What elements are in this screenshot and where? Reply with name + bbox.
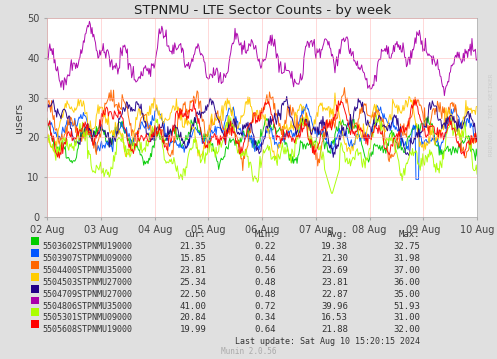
Text: 5504709STPNMU27000: 5504709STPNMU27000 (43, 290, 133, 299)
Text: 5505608STPNMU19000: 5505608STPNMU19000 (43, 325, 133, 334)
Text: 0.48: 0.48 (254, 278, 276, 287)
Text: 22.50: 22.50 (179, 290, 206, 299)
Text: 35.00: 35.00 (393, 290, 420, 299)
Text: 19.99: 19.99 (179, 325, 206, 334)
Text: 41.00: 41.00 (179, 302, 206, 311)
Text: 21.88: 21.88 (321, 325, 348, 334)
Text: 23.81: 23.81 (179, 266, 206, 275)
Text: 0.48: 0.48 (254, 290, 276, 299)
Text: Min:: Min: (254, 230, 276, 239)
Title: STPNMU - LTE Sector Counts - by week: STPNMU - LTE Sector Counts - by week (134, 4, 391, 17)
Text: 32.75: 32.75 (393, 242, 420, 251)
Text: 0.22: 0.22 (254, 242, 276, 251)
Text: 0.64: 0.64 (254, 325, 276, 334)
Text: 0.56: 0.56 (254, 266, 276, 275)
Text: Avg:: Avg: (327, 230, 348, 239)
Text: 23.69: 23.69 (321, 266, 348, 275)
Text: 19.38: 19.38 (321, 242, 348, 251)
Text: Last update: Sat Aug 10 15:20:15 2024: Last update: Sat Aug 10 15:20:15 2024 (235, 337, 420, 346)
Text: 31.98: 31.98 (393, 254, 420, 263)
Text: 21.35: 21.35 (179, 242, 206, 251)
Text: 15.85: 15.85 (179, 254, 206, 263)
Text: 23.81: 23.81 (321, 278, 348, 287)
Text: 5504806STPNMU35000: 5504806STPNMU35000 (43, 302, 133, 311)
Text: 5505301STPNMU09000: 5505301STPNMU09000 (43, 313, 133, 322)
Text: 20.84: 20.84 (179, 313, 206, 322)
Text: 5504400STPNMU35000: 5504400STPNMU35000 (43, 266, 133, 275)
Text: 32.00: 32.00 (393, 325, 420, 334)
Y-axis label: users: users (14, 103, 24, 132)
Text: 21.30: 21.30 (321, 254, 348, 263)
Text: 25.34: 25.34 (179, 278, 206, 287)
Text: 36.00: 36.00 (393, 278, 420, 287)
Text: 5503907STPNMU09000: 5503907STPNMU09000 (43, 254, 133, 263)
Text: 37.00: 37.00 (393, 266, 420, 275)
Text: 5504503STPNMU27000: 5504503STPNMU27000 (43, 278, 133, 287)
Text: Max:: Max: (399, 230, 420, 239)
Text: 0.34: 0.34 (254, 313, 276, 322)
Text: 5503602STPNMU19000: 5503602STPNMU19000 (43, 242, 133, 251)
Text: 0.44: 0.44 (254, 254, 276, 263)
Text: RRDTOOL / TOBI OETIKER: RRDTOOL / TOBI OETIKER (488, 74, 493, 156)
Text: 39.96: 39.96 (321, 302, 348, 311)
Text: 22.87: 22.87 (321, 290, 348, 299)
Text: 16.53: 16.53 (321, 313, 348, 322)
Text: 51.93: 51.93 (393, 302, 420, 311)
Text: Munin 2.0.56: Munin 2.0.56 (221, 347, 276, 356)
Text: 31.00: 31.00 (393, 313, 420, 322)
Text: 0.72: 0.72 (254, 302, 276, 311)
Text: Cur:: Cur: (185, 230, 206, 239)
